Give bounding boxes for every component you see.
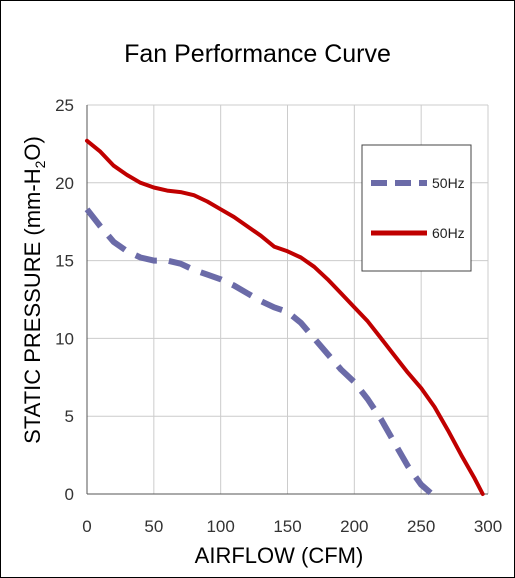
x-tick-label: 0 — [82, 517, 91, 536]
series-lines — [84, 138, 485, 497]
legend: 50Hz 60Hz — [361, 144, 472, 272]
x-tick-label: 200 — [340, 517, 368, 536]
x-axis-title: AIRFLOW (CFM) — [195, 543, 364, 568]
y-tick-label: 0 — [65, 485, 74, 504]
axes — [86, 105, 488, 495]
y-tick-label: 15 — [55, 252, 74, 271]
x-tick-labels: 0 50 100 150 200 250 300 — [82, 517, 502, 536]
y-axis-title: STATIC PRESSURE (mm-H2O) — [20, 136, 48, 444]
x-tick-label: 150 — [273, 517, 301, 536]
series-line-60hz — [85, 138, 485, 496]
x-tick-label: 300 — [474, 517, 502, 536]
y-axis-title-subscript: 2 — [32, 160, 48, 168]
y-tick-label: 20 — [55, 174, 74, 193]
y-tick-label: 25 — [55, 96, 74, 115]
y-tick-labels: 0 5 10 15 20 25 — [55, 96, 74, 504]
y-axis-title-main: STATIC PRESSURE (mm-H — [20, 168, 45, 443]
y-axis-title-end: O) — [20, 136, 45, 160]
series-line-50hz — [84, 207, 434, 497]
legend-label-50hz: 50Hz — [432, 175, 465, 191]
chart-title: Fan Performance Curve — [124, 40, 391, 68]
x-tick-label: 100 — [206, 517, 234, 536]
x-tick-label: 50 — [144, 517, 163, 536]
y-tick-label: 10 — [55, 329, 74, 348]
legend-label-60hz: 60Hz — [432, 225, 465, 241]
y-tick-label: 5 — [65, 407, 74, 426]
legend-box — [361, 144, 472, 272]
x-tick-label: 250 — [407, 517, 435, 536]
